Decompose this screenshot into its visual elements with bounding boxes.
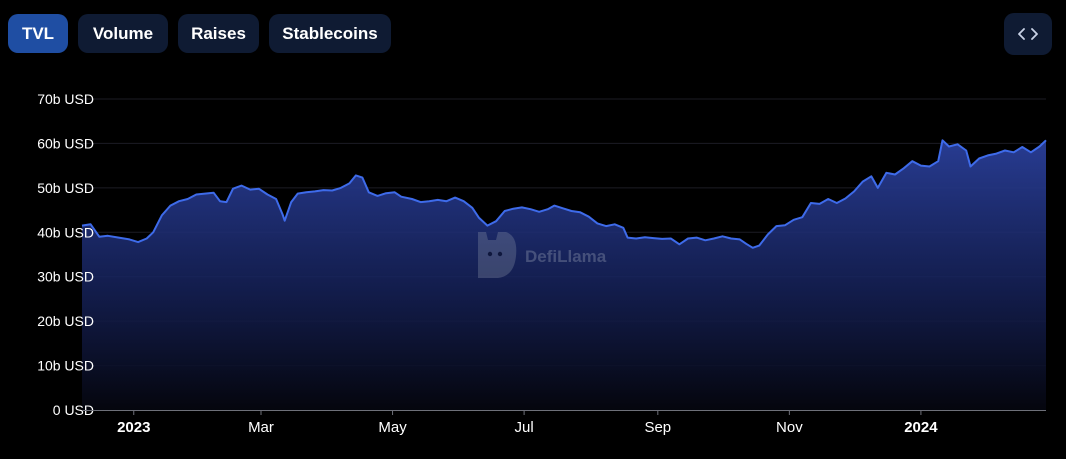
- tab-volume[interactable]: Volume: [78, 14, 168, 53]
- x-tick-label: 2024: [904, 419, 938, 436]
- y-tick-label: 50b USD: [37, 180, 94, 196]
- tvl-chart: DefiLlama 0 USD 10b USD 20b USD 30b USD 40b …: [0, 70, 1066, 454]
- y-tick-label: 10b USD: [37, 358, 94, 374]
- tab-volume-label: Volume: [92, 23, 154, 43]
- x-tick-label: Nov: [776, 419, 803, 436]
- code-brackets-icon: [1018, 28, 1038, 40]
- tab-stablecoins[interactable]: Stablecoins: [269, 14, 391, 53]
- y-axis: 0 USD 10b USD 20b USD 30b USD 40b USD 50b USD…: [37, 91, 94, 418]
- watermark-text: DefiLlama: [525, 247, 607, 266]
- embed-button[interactable]: [1004, 13, 1052, 55]
- chart-toolbar: TVL Volume Raises Stablecoins: [0, 0, 1066, 70]
- y-tick-label: 20b USD: [37, 313, 94, 329]
- llama-logo-icon: [478, 232, 517, 278]
- tab-stablecoins-label: Stablecoins: [282, 23, 378, 43]
- y-tick-label: 70b USD: [37, 91, 94, 107]
- y-tick-label: 60b USD: [37, 135, 94, 151]
- tvl-series-line: [81, 139, 1047, 249]
- tvl-chart-svg: DefiLlama 0 USD 10b USD 20b USD 30b USD 40b …: [37, 91, 1047, 436]
- x-tick-label: Mar: [248, 419, 274, 436]
- x-tick-label: May: [378, 419, 407, 436]
- tab-raises[interactable]: Raises: [178, 14, 259, 53]
- y-tick-label: 40b USD: [37, 224, 94, 240]
- x-tick-label: Jul: [515, 419, 534, 436]
- x-tick-label: 2023: [117, 419, 150, 436]
- y-tick-label: 0 USD: [53, 402, 94, 418]
- watermark: DefiLlama: [478, 232, 607, 278]
- tab-tvl[interactable]: TVL: [8, 14, 68, 53]
- tab-raises-label: Raises: [191, 23, 246, 43]
- x-tick-label: Sep: [644, 419, 671, 436]
- tvl-area-fill: [82, 140, 1046, 411]
- y-tick-label: 30b USD: [37, 269, 94, 285]
- tab-tvl-label: TVL: [21, 23, 55, 43]
- x-axis: 2023 Mar May Jul Sep Nov 2024: [82, 410, 1046, 436]
- area-layer: [81, 139, 1047, 411]
